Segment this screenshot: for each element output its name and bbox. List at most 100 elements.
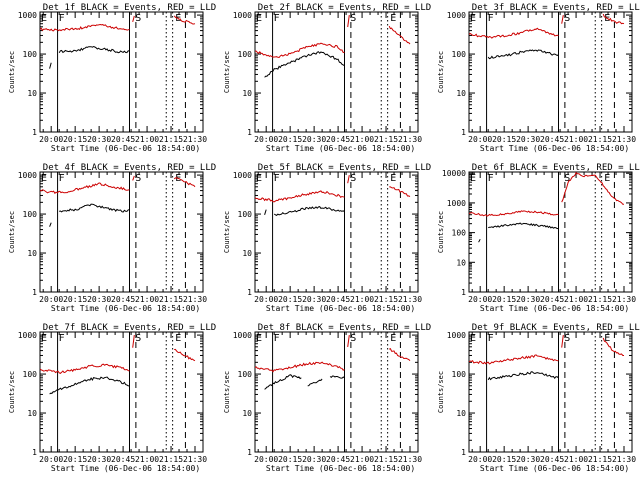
series-events [478,222,559,243]
x-axis-label: Start Time (06-Dec-06 18:54:00) [51,464,200,473]
y-tick-label: 10 [456,409,466,418]
x-tick-label: 20:15 [278,135,302,144]
series-segment [264,209,267,215]
plot-frame [254,331,419,453]
series-events [264,51,345,78]
series-segment [487,371,559,381]
marker-label-E: E [470,333,476,344]
y-tick-label: 100 [452,50,467,59]
series-segment [602,337,624,356]
x-tick-label: 21:00 [564,135,588,144]
y-tick-label: 10 [456,258,466,267]
y-tick-label: 10 [242,249,252,258]
series-segment [49,62,52,69]
series-lld [255,175,411,203]
y-tick-label: 1 [461,128,466,137]
x-tick-label: 20:45 [540,295,564,304]
x-tick-label: 20:15 [492,135,516,144]
x-tick-label: 20:00 [254,455,278,464]
x-tick-label: 20:30 [302,295,326,304]
marker-label-F: F [59,173,65,184]
marker-label-F: F [59,333,65,344]
plot-frame [39,11,204,133]
y-tick-label: 1000 [233,11,252,20]
series-lld [40,335,196,375]
y-tick-label: 100 [238,50,253,59]
marker-label-S: S [350,13,356,24]
x-tick-label: 20:45 [540,455,564,464]
panel-det-3f: Det 3f BLACK = Events, RED = LLD Counts/s… [437,3,640,153]
series-events [49,45,130,69]
y-axis-label: Counts/sec [8,211,16,253]
series-segment [388,25,411,45]
marker-label-E: E [175,333,181,344]
x-tick-label: 20:00 [468,455,492,464]
series-events [49,376,130,395]
series-lld [469,13,625,39]
y-tick-label: 10 [242,409,252,418]
series-segment [561,172,624,205]
marker-label-S: S [564,13,570,24]
x-tick-label: 20:15 [63,295,87,304]
marker-label-E: E [390,173,396,184]
x-tick-label: 20:45 [326,135,350,144]
x-axis-label: Start Time (06-Dec-06 18:54:00) [266,144,415,153]
x-tick-label: 20:45 [540,135,564,144]
marker-label-S: S [564,333,570,344]
marker-label-S: S [135,173,141,184]
chart-title: Det 1f BLACK = Events, RED = LLD [43,3,216,13]
x-tick-label: 21:00 [135,455,159,464]
marker-label-E: E [256,333,262,344]
x-axis-label: Start Time (06-Dec-06 18:54:00) [480,144,629,153]
series-events [264,206,345,217]
series-segment [488,222,559,230]
y-tick-label: 10000 [442,169,466,178]
chart-title: Det 4f BLACK = Events, RED = LLD [43,163,216,173]
series-segment [469,210,559,217]
chart-title: Det 2f BLACK = Events, RED = LLD [258,3,431,13]
x-tick-label: 21:00 [135,295,159,304]
series-lld [469,335,624,365]
panel-det-7f: Det 7f BLACK = Events, RED = LLD Counts/s… [8,323,216,473]
marker-label-F: F [488,13,494,24]
y-tick-label: 1000 [447,199,466,208]
x-tick-label: 20:30 [302,455,326,464]
marker-label-E: E [470,13,476,24]
chart-title: Det 9f BLACK = Events, RED = LLD [472,323,640,333]
y-tick-label: 100 [452,370,467,379]
series-events [49,203,130,227]
marker-label-E: E [256,173,262,184]
y-axis-label: Counts/sec [223,371,231,413]
x-tick-label: 20:15 [278,455,302,464]
series-lld [40,15,196,32]
x-tick-label: 21:30 [612,455,636,464]
y-tick-label: 1000 [447,331,466,340]
series-segment [478,238,481,243]
x-tick-label: 20:15 [492,295,516,304]
x-tick-label: 20:00 [468,135,492,144]
y-tick-label: 1000 [18,331,37,340]
x-axis-label: Start Time (06-Dec-06 18:54:00) [51,144,200,153]
x-tick-label: 20:30 [516,295,540,304]
x-tick-label: 21:30 [612,135,636,144]
plot-frame [254,171,419,293]
y-tick-label: 100 [452,229,467,238]
series-segment [132,335,135,348]
x-tick-label: 21:15 [159,455,183,464]
series-segment [264,374,302,390]
series-segment [40,363,130,375]
x-tick-label: 20:30 [516,455,540,464]
y-tick-label: 1 [32,128,37,137]
marker-label-E: E [41,333,47,344]
x-tick-label: 21:30 [183,455,207,464]
marker-label-E: E [604,173,610,184]
series-segment [347,335,350,347]
plot-frame [254,11,419,133]
x-tick-label: 21:15 [159,295,183,304]
x-tick-label: 21:15 [374,135,398,144]
x-tick-label: 21:30 [183,135,207,144]
marker-label-F: F [274,333,280,344]
marker-label-F: F [274,173,280,184]
marker-label-S: S [350,333,356,344]
y-axis-label: Counts/sec [8,371,16,413]
